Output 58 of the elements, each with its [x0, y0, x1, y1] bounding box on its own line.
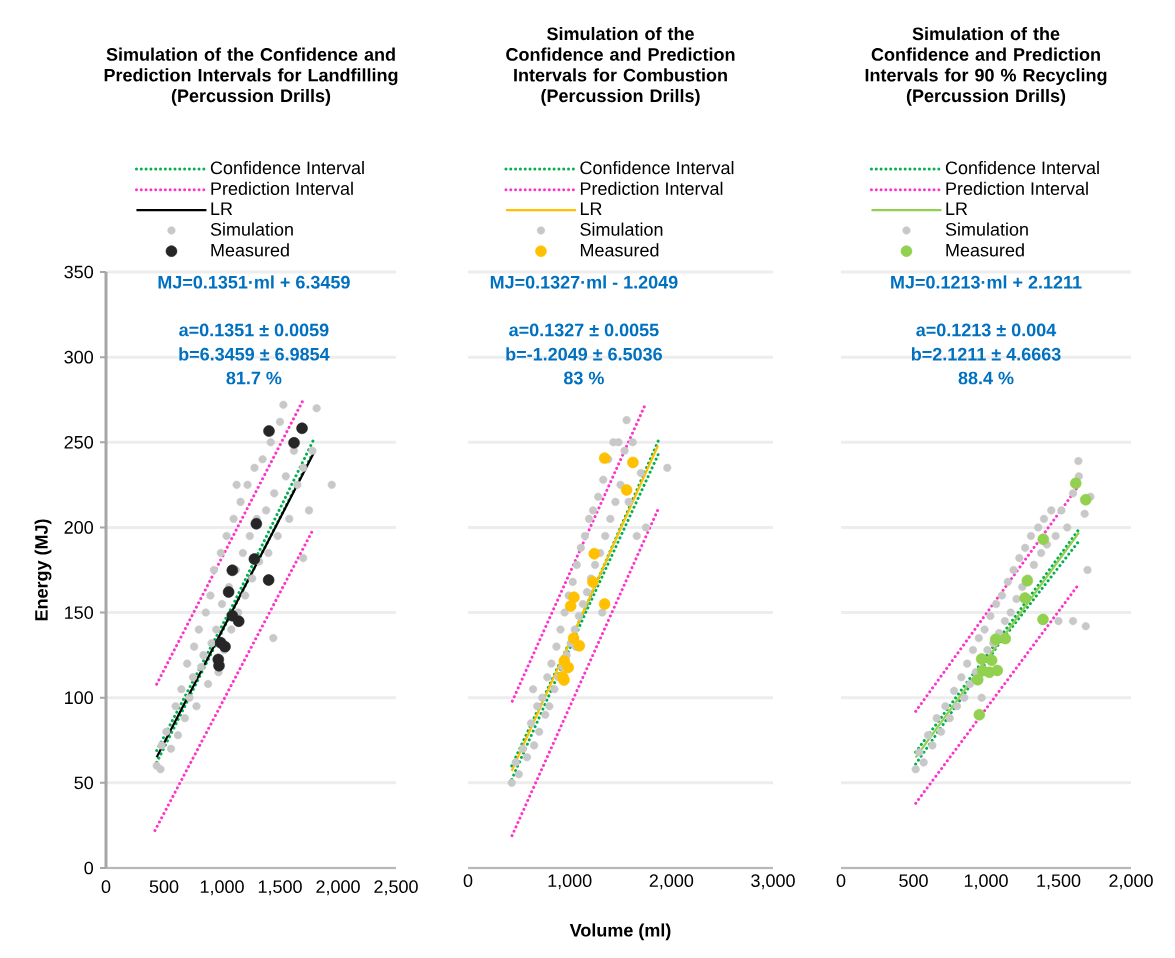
x-tick-label: 2,500 [374, 880, 418, 896]
x-tick-label: 2,000 [649, 874, 694, 890]
y-tick-label: 150 [65, 606, 94, 619]
chart-title: Simulation of the Confidence and Prediction Intervals for Combustion [506, 26, 735, 82]
legend-label: Confidence Interval [210, 161, 364, 175]
legend-label: Measured [211, 243, 289, 257]
x-tick-label: 500 [899, 874, 928, 887]
x-tick-label: 1,000 [200, 880, 244, 896]
legend-label: LR [946, 202, 968, 215]
x-axis-title: Volume (ml) [569, 923, 671, 941]
annotation: a=0.1327 ± 0.0055 [509, 323, 659, 337]
y-tick-label: 200 [64, 521, 94, 534]
annotation: MJ=0.1351·ml + 6.3459 [158, 275, 350, 289]
legend-label: Prediction Interval [580, 181, 723, 195]
x-tick-label: 0 [101, 880, 111, 893]
x-tick-label: 1,000 [964, 874, 1008, 890]
annotation: MJ=0.1327·ml - 1.2049 [490, 275, 678, 289]
chart-subtitle: (Percussion Drills) [906, 88, 1066, 106]
y-tick-label: 300 [64, 350, 94, 364]
x-tick-label: 1,500 [258, 880, 302, 896]
annotation: a=0.1351 ± 0.0059 [179, 323, 329, 337]
y-tick-label: 50 [74, 776, 94, 790]
annotation: b=-1.2049 ± 6.5036 [506, 347, 662, 361]
x-tick-label: 0 [836, 874, 846, 887]
x-tick-label: 1,500 [1037, 874, 1081, 890]
legend-label: Simulation [945, 222, 1028, 236]
annotation: 81.7 % [226, 371, 282, 385]
chart-subtitle: (Percussion Drills) [541, 88, 700, 106]
x-tick-label: 2,000 [316, 880, 360, 896]
chart-title: Simulation of the Confidence and Prediction Intervals for Landfilling [104, 47, 398, 86]
x-tick-label: 3,000 [751, 874, 795, 890]
legend-label: Measured [580, 243, 659, 257]
legend-label: Prediction Interval [211, 181, 353, 195]
y-tick-label: 100 [65, 691, 94, 705]
legend-label: Simulation [210, 222, 293, 236]
x-tick-label: 0 [463, 874, 473, 887]
annotation: MJ=0.1213·ml + 2.1211 [891, 275, 1082, 289]
chart-title: Simulation of the Confidence and Prediction Intervals for 90 % Recycling [865, 26, 1107, 86]
annotation: b=6.3459 ± 6.9854 [179, 347, 330, 361]
legend-label: LR [580, 202, 602, 215]
x-tick-label: 2,000 [1109, 874, 1153, 890]
legend-label: Confidence Interval [580, 161, 734, 175]
legend-label: Prediction Interval [946, 181, 1088, 195]
y-tick-label: 250 [64, 435, 94, 449]
y-axis-title: Energy (MJ) [34, 519, 52, 621]
legend-label: LR [211, 202, 233, 215]
legend-label: Measured [946, 243, 1024, 257]
chart-subtitle: (Percussion Drills) [171, 88, 331, 106]
annotation: 83 % [563, 371, 604, 385]
legend-label: Confidence Interval [945, 161, 1099, 175]
y-tick-label: 0 [84, 861, 94, 875]
legend-label: Simulation [580, 222, 663, 236]
x-tick-label: 1,000 [548, 874, 592, 890]
annotation: b=2.1211 ± 4.6663 [911, 347, 1061, 361]
y-tick-label: 350 [64, 265, 94, 279]
annotation: a=0.1213 ± 0.004 [916, 323, 1057, 337]
annotation: 88.4 % [958, 371, 1014, 385]
x-tick-label: 500 [149, 880, 179, 893]
